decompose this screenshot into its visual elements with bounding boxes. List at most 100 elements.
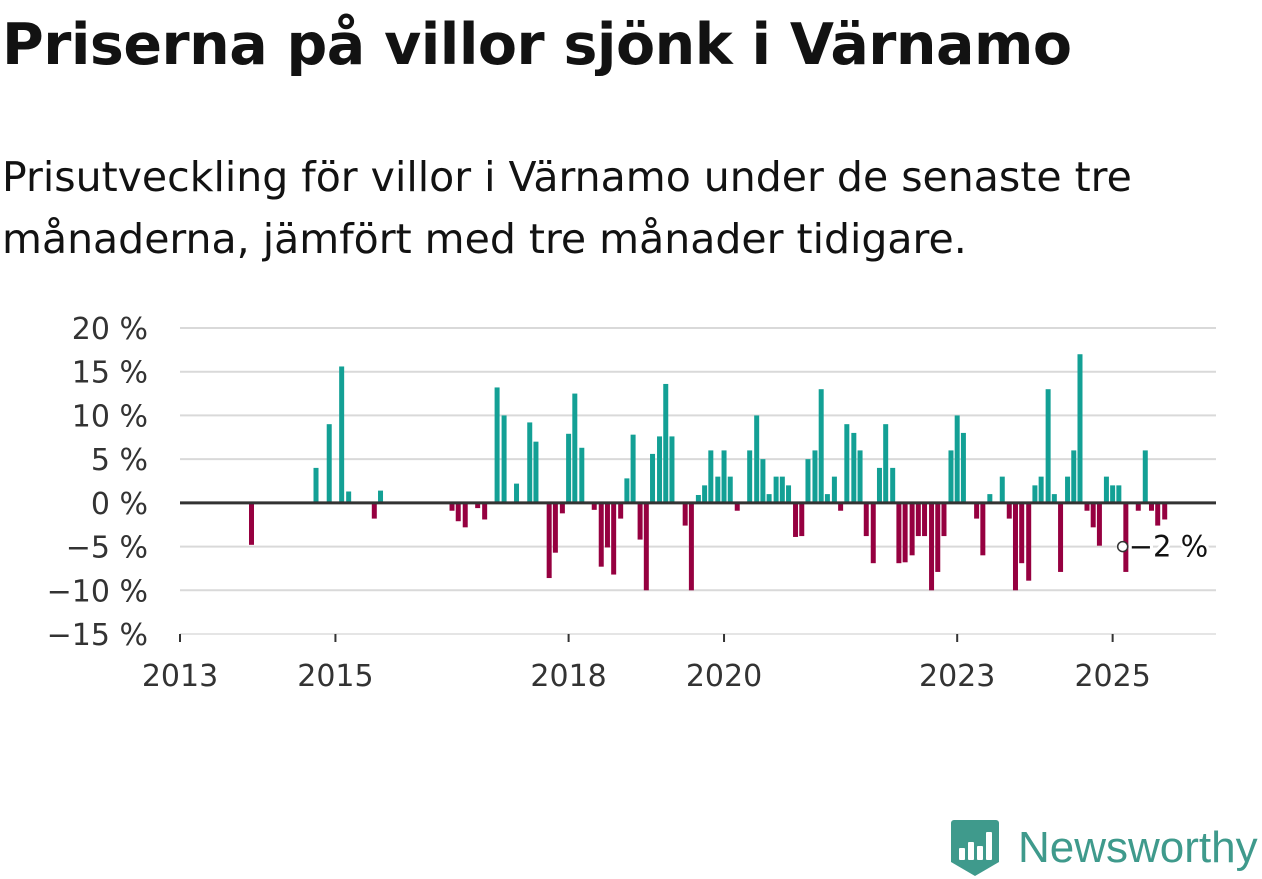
bar <box>1038 476 1044 503</box>
bar <box>371 502 377 519</box>
bar <box>449 502 455 511</box>
bar <box>727 476 733 503</box>
bar <box>657 436 663 503</box>
y-tick-label: −15 % <box>47 618 148 653</box>
bar <box>734 502 740 511</box>
bar <box>1045 389 1051 503</box>
bar <box>688 502 694 591</box>
bar <box>870 502 876 564</box>
chart-title: Priserna på villor sjönk i Värnamo <box>2 12 1072 78</box>
x-tick-label: 2013 <box>142 659 218 694</box>
bar <box>857 450 863 503</box>
bar <box>1006 502 1012 519</box>
y-tick-label: 5 % <box>91 443 148 478</box>
y-tick-label: 10 % <box>72 399 148 434</box>
bar <box>831 476 837 503</box>
bar <box>799 502 805 537</box>
bar <box>851 432 857 503</box>
bar <box>339 366 345 503</box>
chart-subtitle: Prisutveckling för villor i Värnamo unde… <box>2 153 1132 263</box>
bar <box>863 502 869 537</box>
bar <box>818 389 824 503</box>
bar <box>475 502 481 509</box>
bar <box>514 483 520 503</box>
grid-lines <box>180 327 1216 635</box>
bar <box>948 450 954 503</box>
bar <box>682 502 688 526</box>
bar <box>766 494 772 503</box>
x-tick-label: 2018 <box>530 659 606 694</box>
x-tick-label: 2023 <box>919 659 995 694</box>
bar <box>1084 502 1090 511</box>
bar <box>922 502 928 537</box>
bar <box>1123 502 1129 572</box>
bar <box>604 502 610 548</box>
bar <box>1071 450 1077 503</box>
bar <box>378 490 384 503</box>
bar <box>954 415 960 503</box>
bar <box>838 502 844 511</box>
bar <box>1103 476 1109 503</box>
bar <box>591 502 597 510</box>
bar <box>663 383 669 503</box>
bar <box>721 450 727 503</box>
bar <box>1116 485 1122 503</box>
bar <box>482 502 488 520</box>
bar <box>896 502 902 564</box>
brand-logo: Newsworthy <box>950 818 1258 878</box>
annotation-label: −2 % <box>1129 530 1209 564</box>
bar <box>812 450 818 503</box>
bar <box>313 467 319 503</box>
bar <box>760 459 766 503</box>
bar <box>572 393 578 503</box>
bar <box>618 502 624 519</box>
x-tick-label: 2025 <box>1074 659 1150 694</box>
bar <box>650 453 656 503</box>
bar <box>773 476 779 503</box>
bar <box>890 467 896 503</box>
bar <box>533 441 539 503</box>
bar <box>624 478 630 503</box>
bar <box>779 476 785 503</box>
bar <box>754 415 760 503</box>
bar <box>1148 502 1154 511</box>
bar <box>708 450 714 503</box>
bar <box>1026 502 1032 581</box>
bar <box>643 502 649 591</box>
bar <box>876 467 882 503</box>
bar <box>915 502 921 537</box>
bar <box>669 436 675 503</box>
bar <box>1162 502 1168 520</box>
bar <box>1077 354 1083 503</box>
bar <box>552 502 558 553</box>
bar <box>1110 485 1116 503</box>
bar <box>1090 502 1096 528</box>
bar <box>501 415 507 503</box>
bar <box>326 424 332 503</box>
bar <box>974 502 980 519</box>
bar <box>1155 502 1161 526</box>
bar <box>566 433 572 503</box>
bar <box>935 502 941 572</box>
last-value-annotation: −2 % <box>1116 527 1211 567</box>
bar <box>987 494 993 503</box>
bar <box>527 422 533 503</box>
x-tick-label: 2020 <box>686 659 762 694</box>
bar <box>980 502 986 556</box>
bar <box>611 502 617 575</box>
bars <box>249 354 1168 591</box>
bar <box>702 485 708 503</box>
bar <box>598 502 604 567</box>
bar-chart: 20 %15 %10 %5 %0 %−5 %−10 %−15 % 2013 201… <box>47 312 1216 694</box>
y-tick-label: 0 % <box>91 487 148 522</box>
bar <box>1135 502 1141 511</box>
bar <box>1019 502 1025 564</box>
bar <box>902 502 908 563</box>
bar <box>455 502 461 522</box>
y-tick-label: 20 % <box>72 312 148 347</box>
axes <box>179 501 1216 642</box>
x-axis-labels: 2013 2015 2018 2020 2023 2025 <box>142 659 1151 694</box>
bar <box>999 476 1005 503</box>
bar <box>844 424 850 503</box>
bar <box>546 502 552 579</box>
